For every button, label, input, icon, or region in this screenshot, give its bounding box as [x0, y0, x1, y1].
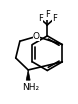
Polygon shape: [26, 70, 30, 80]
Text: F: F: [38, 14, 43, 23]
Text: F: F: [52, 14, 57, 23]
Text: NH₂: NH₂: [22, 83, 39, 92]
Text: O: O: [33, 32, 40, 41]
Text: F: F: [45, 10, 50, 19]
